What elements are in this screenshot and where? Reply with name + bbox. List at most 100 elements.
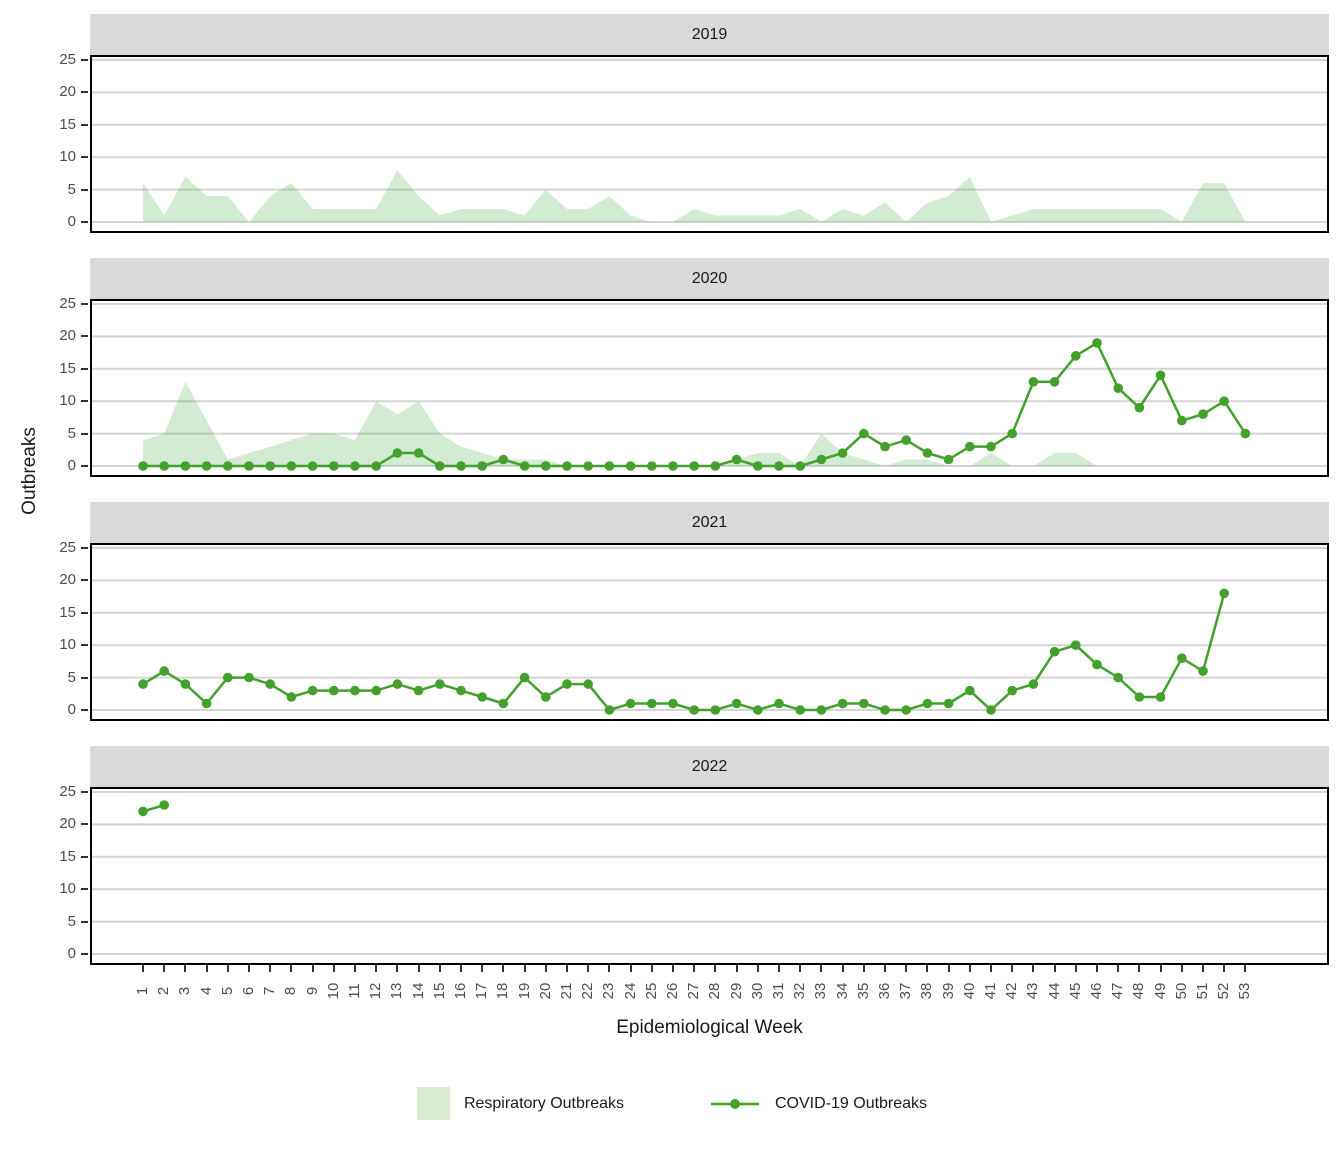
x-tick [884, 965, 886, 972]
y-tick-label: 20 [59, 571, 76, 589]
y-tick-label: 15 [59, 115, 76, 133]
covid-point-week-6 [244, 461, 254, 471]
covid-point-week-38 [922, 698, 933, 709]
x-tick [926, 965, 929, 972]
covid-point-week-6 [244, 672, 254, 683]
x-tick [396, 965, 399, 972]
y-tick-label: 0 [67, 213, 76, 230]
x-tick [417, 965, 420, 972]
y-tick-label: 25 [59, 539, 76, 556]
covid-point-week-39 [943, 454, 954, 465]
covid-point-week-36 [880, 441, 890, 452]
covid-point-week-10 [329, 461, 339, 471]
covid-point-week-29 [731, 698, 742, 709]
facet-2020: 2020 0 5 10 15 20 25 [59, 258, 1329, 477]
chart-svg [92, 303, 1327, 471]
facet-panel [90, 55, 1329, 233]
x-tick [1117, 965, 1120, 972]
y-tick-label: 25 [59, 295, 76, 312]
covid-point-week-49 [1155, 370, 1166, 381]
x-tick [735, 965, 738, 972]
covid-point-week-4 [201, 698, 212, 709]
covid-point-week-4 [201, 461, 212, 471]
x-tick-label: 53 [1236, 982, 1254, 1000]
x-tick [523, 965, 526, 972]
covid-point-week-35 [859, 698, 869, 709]
covid-point-week-45 [1071, 351, 1081, 361]
y-tick [81, 953, 88, 955]
covid-point-week-50 [1177, 653, 1187, 663]
x-tick [566, 965, 568, 972]
covid-point-week-2 [159, 666, 169, 676]
y-tick [81, 303, 88, 305]
y-tick [81, 335, 88, 338]
x-tick [332, 965, 335, 972]
covid-point-week-19 [519, 672, 530, 683]
y-tick [81, 611, 88, 614]
covid-point-week-27 [689, 705, 699, 715]
x-tick [905, 965, 908, 972]
y-tick-label: 20 [59, 83, 76, 101]
covid-point-week-31 [774, 461, 784, 471]
covid-point-week-2 [159, 800, 169, 810]
respiratory-area [143, 170, 1246, 222]
covid-point-week-53 [1240, 428, 1251, 439]
x-tick [502, 965, 505, 972]
legend: Respiratory Outbreaks COVID-19 Outbreaks [0, 1087, 1344, 1120]
y-tick [81, 709, 88, 711]
x-axis-title: Epidemiological Week [616, 1017, 803, 1038]
x-tick [460, 965, 462, 972]
x-tick [756, 965, 759, 972]
x-tick [1096, 965, 1098, 972]
covid-point-week-51 [1198, 409, 1208, 419]
covid-point-week-47 [1113, 383, 1123, 393]
y-tick [81, 888, 88, 891]
facet-strip: 2021 [90, 502, 1329, 543]
covid-point-week-5 [223, 461, 233, 471]
y-tick-label: 10 [59, 392, 76, 410]
covid-point-week-21 [562, 461, 572, 471]
covid-point-week-19 [519, 461, 530, 471]
y-tick [81, 156, 88, 159]
x-tick [1223, 965, 1226, 972]
covid-point-week-36 [880, 705, 890, 715]
x-tick [1180, 965, 1183, 972]
y-tick-label: 25 [59, 783, 76, 800]
y-tick-label: 10 [59, 880, 76, 898]
covid-point-week-43 [1028, 679, 1039, 689]
x-axis: 1 2 3 4 5 6 7 8 9 10 11 12 13 14 15 16 17 18 19 20 21 22 23 24 2… [90, 965, 1329, 1009]
x-tick [290, 965, 293, 972]
covid-point-week-9 [307, 685, 318, 696]
y-tick [81, 59, 88, 61]
y-tick [81, 823, 88, 826]
covid-point-week-13 [392, 679, 403, 689]
covid-point-week-10 [329, 685, 339, 696]
covid-point-week-8 [286, 692, 297, 702]
covid-point-week-37 [901, 705, 911, 715]
covid-point-week-34 [837, 698, 848, 709]
y-tick [81, 920, 88, 923]
x-tick [1011, 965, 1014, 972]
x-tick [1053, 965, 1056, 972]
covid-point-week-42 [1007, 685, 1017, 696]
covid-point-week-7 [265, 679, 275, 689]
x-tick [990, 965, 992, 972]
covid-point-week-11 [350, 685, 360, 696]
covid-point-week-39 [943, 698, 954, 709]
covid-point-week-12 [371, 461, 382, 471]
covid-point-week-44 [1049, 377, 1060, 387]
y-tick [81, 791, 88, 793]
covid-point-week-34 [837, 448, 848, 458]
covid-point-week-30 [753, 705, 763, 715]
strip-label: 2021 [691, 513, 728, 531]
x-tick [968, 965, 971, 972]
y-tick [81, 644, 88, 647]
x-tick [947, 965, 950, 972]
covid-point-week-26 [668, 461, 678, 471]
y-tick-label: 5 [67, 668, 76, 686]
y-tick-label: 0 [67, 701, 76, 718]
x-tick [163, 965, 166, 972]
facet-panel [90, 787, 1329, 965]
x-tick [1138, 965, 1141, 972]
x-tick [438, 965, 441, 972]
